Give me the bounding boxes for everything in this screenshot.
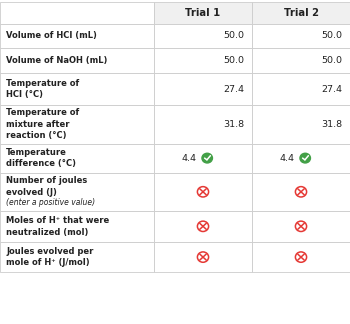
Bar bbox=[252, 144, 350, 173]
Text: 4.4: 4.4 bbox=[182, 154, 197, 163]
Circle shape bbox=[300, 153, 310, 163]
Bar bbox=[154, 242, 252, 272]
Text: Joules evolved per
mole of H⁺ (J/mol): Joules evolved per mole of H⁺ (J/mol) bbox=[6, 247, 94, 267]
Text: Trial 2: Trial 2 bbox=[284, 8, 318, 17]
Bar bbox=[154, 2, 252, 24]
Bar bbox=[252, 211, 350, 242]
Text: Trial 1: Trial 1 bbox=[186, 8, 220, 17]
Text: 31.8: 31.8 bbox=[321, 120, 342, 129]
Text: Volume of NaOH (mL): Volume of NaOH (mL) bbox=[6, 56, 108, 65]
Text: (enter a positive value): (enter a positive value) bbox=[6, 198, 96, 207]
Text: 50.0: 50.0 bbox=[321, 31, 342, 40]
Bar bbox=[252, 105, 350, 144]
Bar bbox=[0, 73, 154, 105]
Bar bbox=[252, 73, 350, 105]
Text: 31.8: 31.8 bbox=[223, 120, 244, 129]
Text: Temperature of
mixture after
reaction (°C): Temperature of mixture after reaction (°… bbox=[6, 109, 79, 140]
Bar bbox=[0, 242, 154, 272]
Circle shape bbox=[295, 252, 307, 262]
Bar bbox=[0, 105, 154, 144]
Circle shape bbox=[295, 221, 307, 231]
Text: 50.0: 50.0 bbox=[223, 31, 244, 40]
Text: 27.4: 27.4 bbox=[223, 85, 244, 94]
Text: 50.0: 50.0 bbox=[223, 56, 244, 65]
Bar bbox=[252, 48, 350, 73]
Circle shape bbox=[197, 187, 209, 197]
Bar bbox=[0, 24, 154, 48]
Circle shape bbox=[295, 187, 307, 197]
Text: 27.4: 27.4 bbox=[321, 85, 342, 94]
Bar bbox=[154, 144, 252, 173]
Bar bbox=[154, 173, 252, 211]
Bar bbox=[252, 2, 350, 24]
Bar bbox=[154, 211, 252, 242]
Bar bbox=[252, 242, 350, 272]
Bar bbox=[154, 24, 252, 48]
Bar bbox=[154, 48, 252, 73]
Bar bbox=[0, 211, 154, 242]
Bar bbox=[252, 173, 350, 211]
Text: 4.4: 4.4 bbox=[280, 154, 295, 163]
Bar bbox=[0, 144, 154, 173]
Bar bbox=[0, 173, 154, 211]
Text: 50.0: 50.0 bbox=[321, 56, 342, 65]
Bar bbox=[0, 2, 154, 24]
Bar bbox=[252, 24, 350, 48]
Bar bbox=[154, 73, 252, 105]
Text: Number of joules
evolved (J): Number of joules evolved (J) bbox=[6, 176, 88, 197]
Bar bbox=[154, 105, 252, 144]
Text: Temperature
difference (°C): Temperature difference (°C) bbox=[6, 148, 76, 168]
Text: Volume of HCl (mL): Volume of HCl (mL) bbox=[6, 31, 97, 40]
Circle shape bbox=[202, 153, 212, 163]
Bar bbox=[0, 48, 154, 73]
Circle shape bbox=[197, 221, 209, 231]
Circle shape bbox=[197, 252, 209, 262]
Text: Moles of H⁺ that were
neutralized (mol): Moles of H⁺ that were neutralized (mol) bbox=[6, 216, 110, 237]
Text: Temperature of
HCl (°C): Temperature of HCl (°C) bbox=[6, 79, 79, 99]
